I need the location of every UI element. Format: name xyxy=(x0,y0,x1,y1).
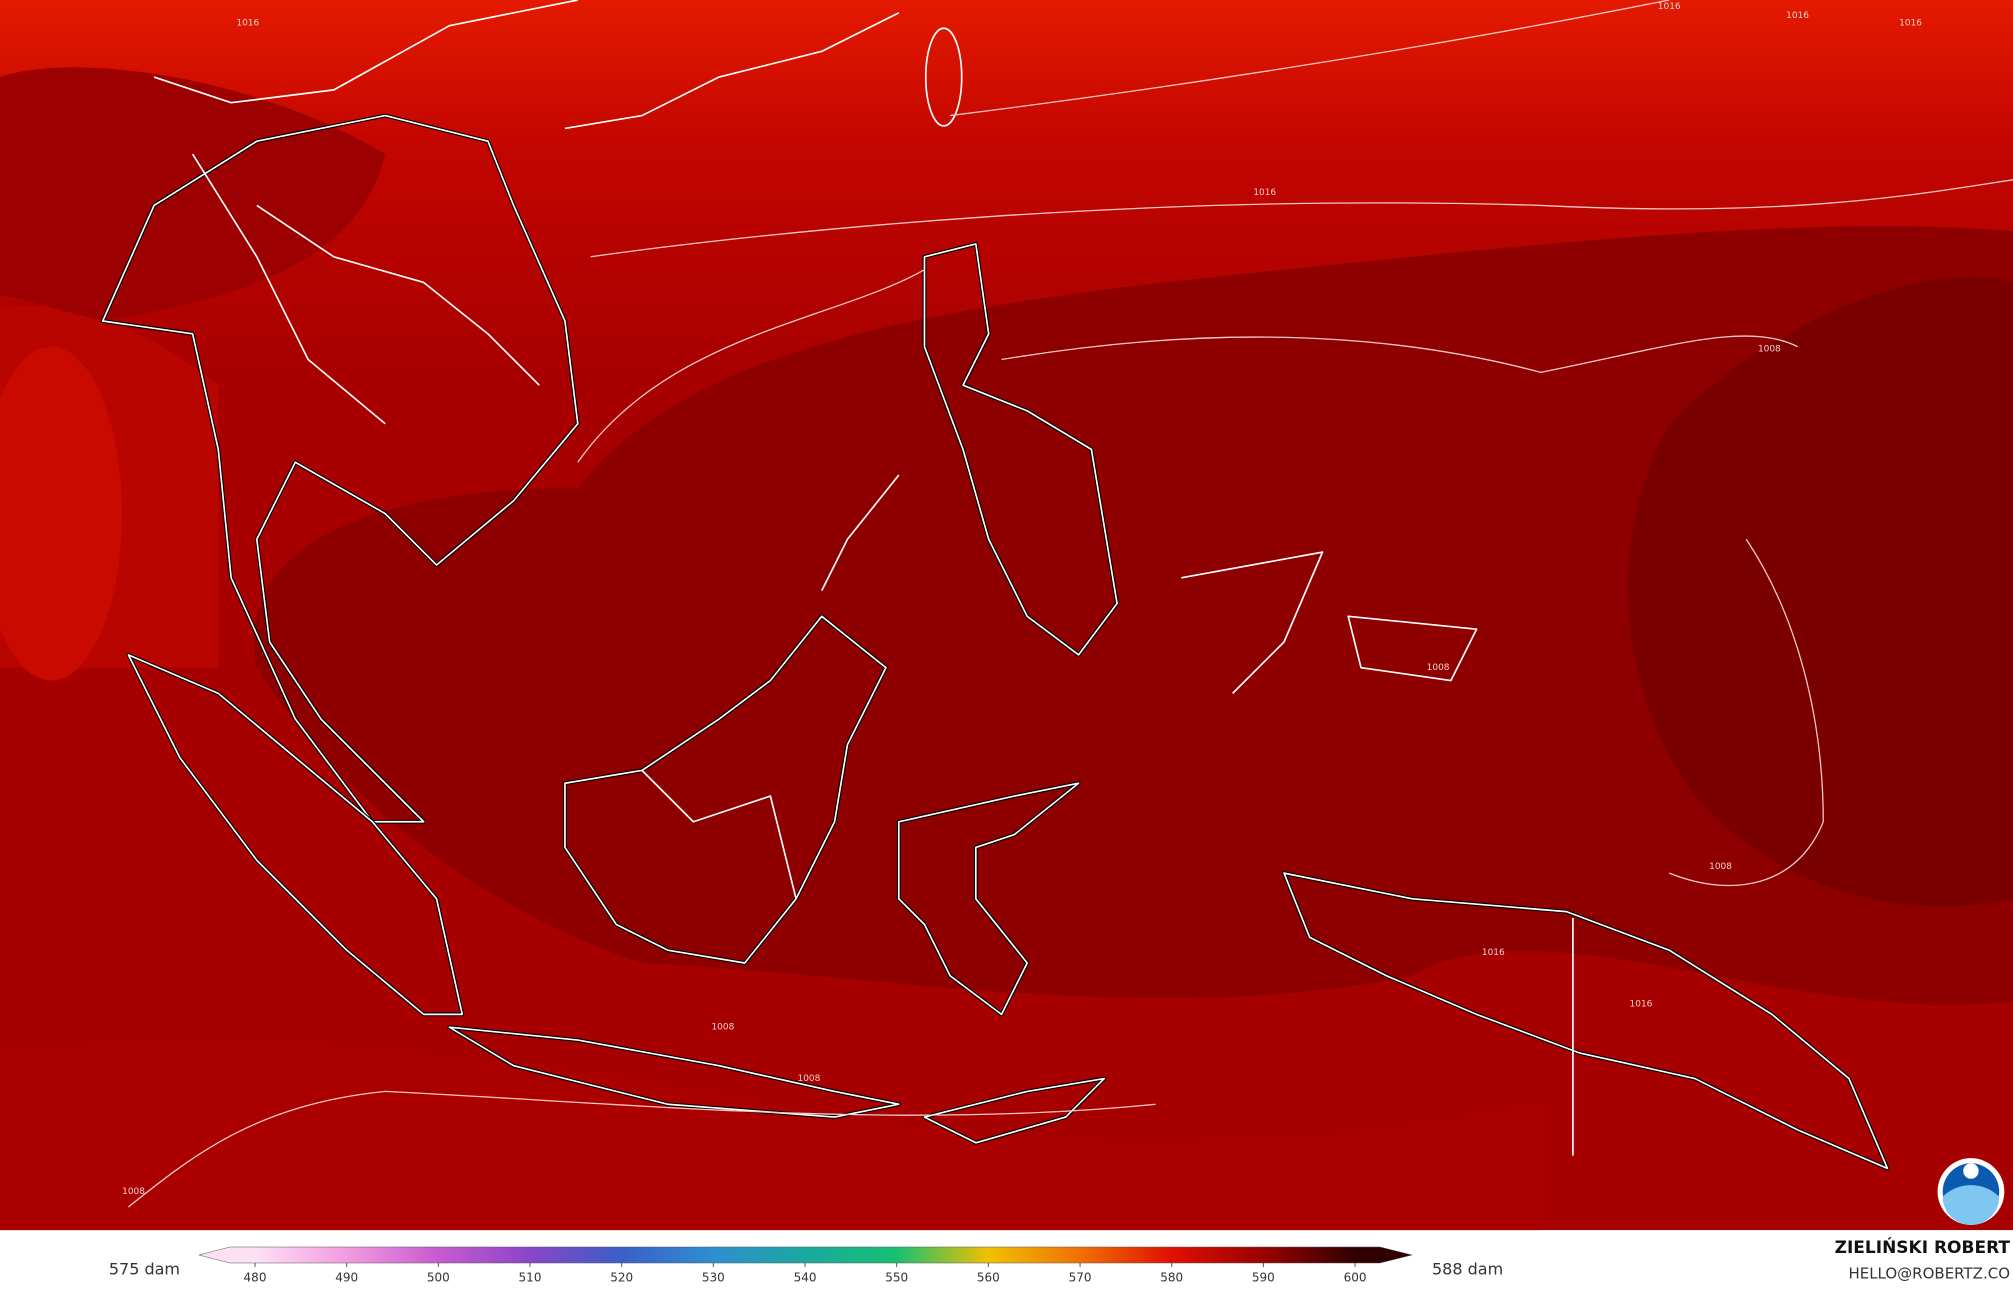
noaa-logo xyxy=(1937,1158,2005,1225)
colorbar xyxy=(198,1246,1413,1264)
legend-min-label: 575 dam xyxy=(109,1260,180,1279)
credit-name: ZIELIŃSKI ROBERT xyxy=(1835,1236,2011,1258)
colorbar-tick-label: 490 xyxy=(335,1271,358,1285)
colorbar-tick-label: 600 xyxy=(1344,1271,1367,1285)
legend-max-label: 588 dam xyxy=(1432,1260,1503,1279)
isobar-label: 1016 xyxy=(1253,188,1276,198)
isobar-label: 1016 xyxy=(1630,1000,1653,1010)
isobar-label: 1008 xyxy=(711,1023,734,1033)
field xyxy=(0,1042,1541,1231)
colorbar-tick-label: 520 xyxy=(610,1271,633,1285)
isobar-label: 1008 xyxy=(798,1074,821,1084)
colorbar-tick-label: 580 xyxy=(1160,1271,1183,1285)
isobar-labels: 1016 1016 1016 1016 1016 1008 1008 1008 1008 1008… xyxy=(122,2,1922,1197)
colorbar-tick-label: 590 xyxy=(1252,1271,1275,1285)
map: 1016 1016 1016 1016 1016 1008 1008 1008 1008 1008… xyxy=(0,0,2013,1231)
colorbar-tick-label: 560 xyxy=(977,1271,1000,1285)
isobar-label: 1016 xyxy=(1899,19,1922,29)
colorbar-tick-label: 570 xyxy=(1069,1271,1092,1285)
isobar-label: 1016 xyxy=(236,19,259,29)
isobar-label: 1008 xyxy=(122,1187,145,1197)
colorbar-tick-label: 480 xyxy=(244,1271,267,1285)
colorbar-ticks: 480 490 500 510 520 530 540 550 560 570 580 590 600 xyxy=(244,1263,1367,1285)
colorbar-tick-label: 550 xyxy=(885,1271,908,1285)
field xyxy=(0,346,122,681)
colorbar-tick-label: 530 xyxy=(702,1271,725,1285)
field xyxy=(0,67,386,321)
isobar-label: 1016 xyxy=(1482,948,1505,958)
colorbar-tick-label: 540 xyxy=(794,1271,817,1285)
coastlines xyxy=(100,0,1890,1171)
isobar-label: 1008 xyxy=(1427,663,1450,673)
field xyxy=(1628,276,2013,907)
isobar-label: 1016 xyxy=(1786,11,1809,21)
isobar-label: 1008 xyxy=(1758,345,1781,355)
isobar-label: 1016 xyxy=(1658,2,1681,12)
colorbar-tick-label: 510 xyxy=(519,1271,542,1285)
credit-email: HELLO@ROBERTZ.CO xyxy=(1848,1265,2010,1283)
isobar-label: 1008 xyxy=(1709,862,1732,872)
isobars xyxy=(127,0,2013,1208)
field xyxy=(254,226,2013,1005)
colorbar-tick-label: 500 xyxy=(427,1271,450,1285)
